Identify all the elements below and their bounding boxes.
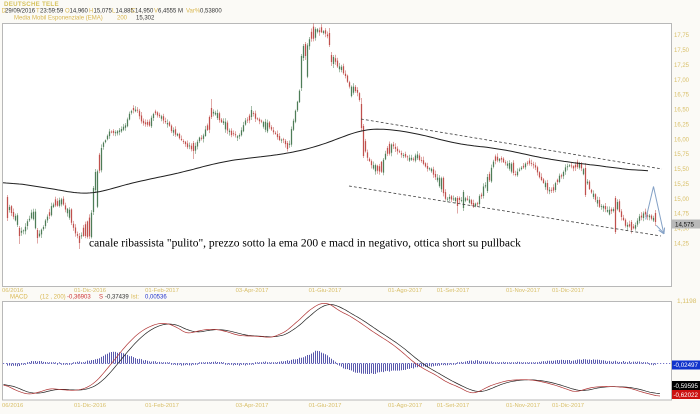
svg-text:-0,59595: -0,59595 [674, 383, 699, 390]
svg-text:16,00: 16,00 [674, 137, 690, 143]
svg-text:15,00: 15,00 [674, 197, 690, 203]
svg-text:01-Feb-2017: 01-Feb-2017 [145, 403, 179, 409]
svg-text:Media Mobil Esponenziale (EMA): Media Mobil Esponenziale (EMA) 200 15,302 [14, 16, 155, 22]
svg-text:06/2016: 06/2016 [2, 403, 24, 409]
svg-text:14,50: 14,50 [674, 227, 690, 233]
svg-text:01-Giu-2017: 01-Giu-2017 [309, 403, 342, 409]
svg-text:01-Ago-2017: 01-Ago-2017 [388, 403, 422, 409]
svg-text:01-Nov-2017: 01-Nov-2017 [506, 403, 540, 409]
svg-text:15,50: 15,50 [674, 167, 690, 173]
svg-text:01-Nov-2017: 01-Nov-2017 [506, 288, 540, 294]
svg-text:15,75: 15,75 [674, 152, 690, 158]
svg-text:03-Apr-2017: 03-Apr-2017 [236, 288, 269, 294]
svg-text:01-Set-2017: 01-Set-2017 [437, 403, 469, 409]
svg-text:DEUTSCHE TELE: DEUTSCHE TELE [4, 1, 59, 8]
svg-text:06/2016: 06/2016 [2, 288, 24, 294]
svg-text:16,50: 16,50 [674, 108, 690, 114]
svg-text:canale ribassista "pulito", pr: canale ribassista "pulito", prezzo sotto… [89, 238, 521, 250]
svg-text:-0,62022: -0,62022 [674, 392, 699, 399]
svg-text:16,75: 16,75 [674, 93, 690, 99]
svg-text:01-Dic-2017: 01-Dic-2017 [552, 403, 584, 409]
svg-text:01-Set-2017: 01-Set-2017 [437, 288, 469, 294]
svg-text:15,25: 15,25 [674, 182, 690, 188]
svg-text:14,75: 14,75 [674, 212, 690, 218]
svg-text:01-Ago-2017: 01-Ago-2017 [388, 288, 422, 294]
svg-text:17,00: 17,00 [674, 78, 690, 84]
svg-text:01-Dic-2017: 01-Dic-2017 [552, 288, 584, 294]
svg-text:01-Giu-2017: 01-Giu-2017 [309, 288, 342, 294]
svg-text:17,75: 17,75 [674, 33, 690, 39]
svg-text:14,575: 14,575 [675, 221, 694, 228]
svg-text:14,25: 14,25 [674, 241, 690, 247]
svg-text:01-Feb-2017: 01-Feb-2017 [145, 288, 179, 294]
svg-text:1,1198: 1,1198 [677, 298, 697, 305]
svg-text:03-Apr-2017: 03-Apr-2017 [236, 403, 269, 409]
svg-text:-0,02497: -0,02497 [674, 362, 699, 369]
svg-text:16,25: 16,25 [674, 123, 690, 129]
svg-text:17,25: 17,25 [674, 63, 690, 69]
svg-text:01-Dic-2016: 01-Dic-2016 [74, 403, 107, 409]
svg-text:01-Dic-2016: 01-Dic-2016 [74, 288, 107, 294]
svg-text:17,50: 17,50 [674, 48, 690, 54]
